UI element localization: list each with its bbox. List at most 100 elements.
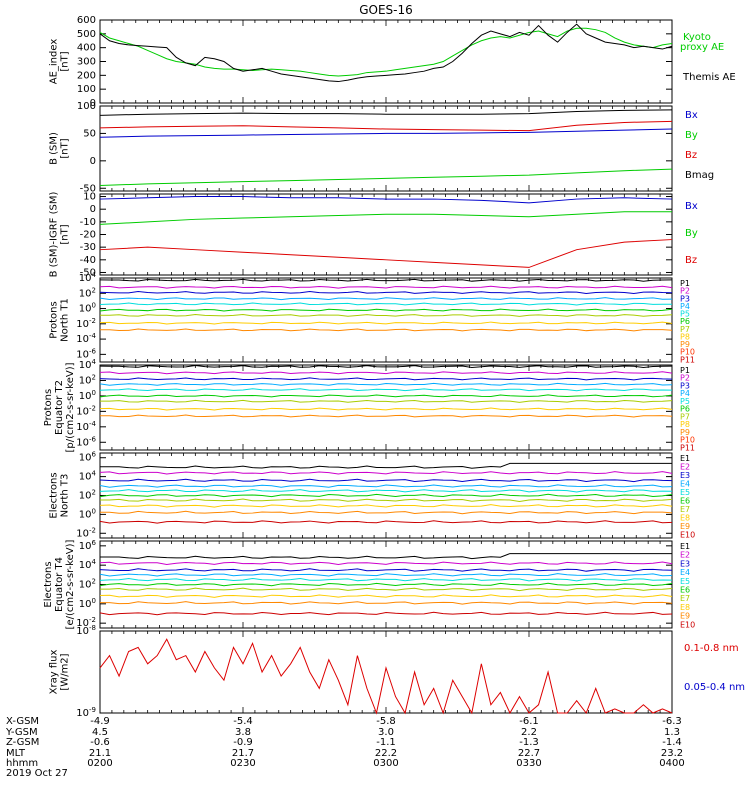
legend-entry: P5 (680, 397, 690, 406)
legend-entry: P11 (680, 355, 695, 364)
panel-frame (99, 19, 673, 104)
axis-row-value: 0200 (87, 758, 112, 769)
panel-frame (99, 193, 673, 276)
legend-themis-ae: Themis AE (682, 72, 736, 83)
y-axis-label: B (SM) (49, 132, 60, 165)
legend-entry: E2 (680, 463, 690, 472)
panel-8: 10-8 10-9 Xray flux [W/m2] (49, 624, 673, 719)
panel-frame (99, 630, 673, 714)
legend-entry: E3 (680, 559, 690, 568)
series-line (99, 377, 673, 381)
legend-entry: E1 (680, 542, 690, 551)
y-axis-label: [nT] (60, 51, 71, 71)
y-tick-label: 106 (79, 539, 97, 552)
y-axis-label: Electrons (43, 561, 54, 607)
series-line (99, 328, 673, 332)
y-tick-label: 500 (77, 29, 96, 40)
y-tick-label: 10-4 (76, 332, 96, 345)
y-tick-label: -20 (80, 230, 96, 241)
y-tick-label: 10-8 (76, 624, 96, 637)
y-axis-label: [nT] (60, 224, 71, 244)
y-tick-label: -40 (80, 255, 96, 266)
legend-entry: By (685, 130, 698, 141)
y-axis-label: [nT] (60, 138, 71, 158)
y-tick-label: 100 (79, 507, 96, 520)
axis-row-value: -1.3 (519, 737, 539, 748)
y-tick-label: 10-6 (76, 347, 96, 360)
axis-row-value: 3.8 (235, 727, 251, 738)
y-tick-label: 400 (77, 43, 96, 54)
legend-entry: Bx (685, 110, 698, 121)
axis-row-value: 21.1 (89, 748, 111, 759)
y-tick-label: 10-2 (76, 404, 96, 417)
axis-row-value: 0230 (230, 758, 255, 769)
series-line (99, 611, 673, 616)
legend-entry: E4 (680, 480, 690, 489)
legend-entry: E9 (680, 522, 690, 531)
legend-entry: E10 (680, 620, 695, 629)
legend-entry: Bx (685, 201, 698, 212)
series-line (99, 321, 673, 325)
axis-row-value: 21.7 (232, 748, 254, 759)
y-axis-label: Electrons (49, 472, 60, 518)
axis-row-label: hhmm (6, 758, 38, 769)
legend-entry: E4 (680, 568, 690, 577)
panel-5: 104 102 100 10-2 10-4 10-6 Protons Equator T2 [p… (43, 358, 673, 453)
legend-entry: Bz (685, 150, 697, 161)
legend-entry: P11 (680, 443, 695, 452)
legend-entry: P8 (680, 332, 690, 341)
series-line (99, 27, 673, 77)
y-tick-label: 0 (90, 204, 96, 215)
legend-entry: E9 (680, 612, 690, 621)
series-line (99, 371, 673, 375)
series-line (99, 582, 673, 587)
y-tick-label: 10-4 (76, 420, 96, 433)
legend-entry: P5 (680, 310, 690, 319)
series-line (99, 553, 672, 560)
series-line (99, 313, 673, 317)
legend-entry: P9 (680, 428, 690, 437)
series-line (99, 211, 672, 225)
y-axis-label: B (SM)-IGRF (SM) (49, 192, 60, 278)
y-axis-label: Protons (43, 389, 54, 426)
panel-6: 106 104 102 100 10-2 Electrons North T3 (49, 451, 673, 539)
series-line (99, 407, 673, 411)
y-tick-label: 50 (83, 128, 96, 139)
axis-row-value: 4.5 (92, 727, 108, 738)
series-line (99, 297, 673, 301)
axis-row-value: 0300 (373, 758, 398, 769)
legend-entry: P8 (680, 420, 690, 429)
legend-entry: P4 (680, 389, 690, 398)
series-line (99, 196, 673, 204)
y-tick-label: 100 (77, 84, 96, 95)
plot-title: GOES-16 (359, 3, 413, 17)
series-line (99, 128, 673, 138)
y-tick-label: 106 (79, 451, 97, 464)
y-tick-label: 0 (90, 98, 96, 109)
panel-2: -50 0 50 100 B (SM) [nT] (49, 101, 673, 194)
legend-entry: P3 (680, 294, 690, 303)
series-line (99, 168, 673, 187)
legend-entry: E10 (680, 531, 695, 540)
y-tick-label: 100 (79, 597, 96, 610)
legend-kyoto: Kyoto (683, 32, 711, 43)
legend-entry: E5 (680, 577, 690, 586)
y-axis-label: North T3 (60, 474, 71, 518)
legend-entry: E7 (680, 594, 690, 603)
series-line (99, 285, 673, 289)
y-tick-label: -10 (80, 217, 96, 228)
legend-entry: 0.05-0.4 nm (684, 682, 745, 693)
legend-entry: P2 (680, 374, 690, 383)
series-line (99, 109, 673, 116)
legend-entry: P6 (680, 317, 690, 326)
y-tick-label: 100 (77, 101, 96, 112)
legend-entry: P10 (680, 348, 695, 357)
axis-row-label: Y-GSM (5, 727, 38, 738)
legend-entry: P2 (680, 287, 690, 296)
y-tick-label: -30 (80, 242, 96, 253)
legend-entry: P6 (680, 405, 690, 414)
axis-row-value: -5.8 (376, 716, 396, 727)
axis-row-value: -6.3 (662, 716, 682, 727)
series-line (99, 388, 673, 392)
legend-entry: E8 (680, 514, 690, 523)
